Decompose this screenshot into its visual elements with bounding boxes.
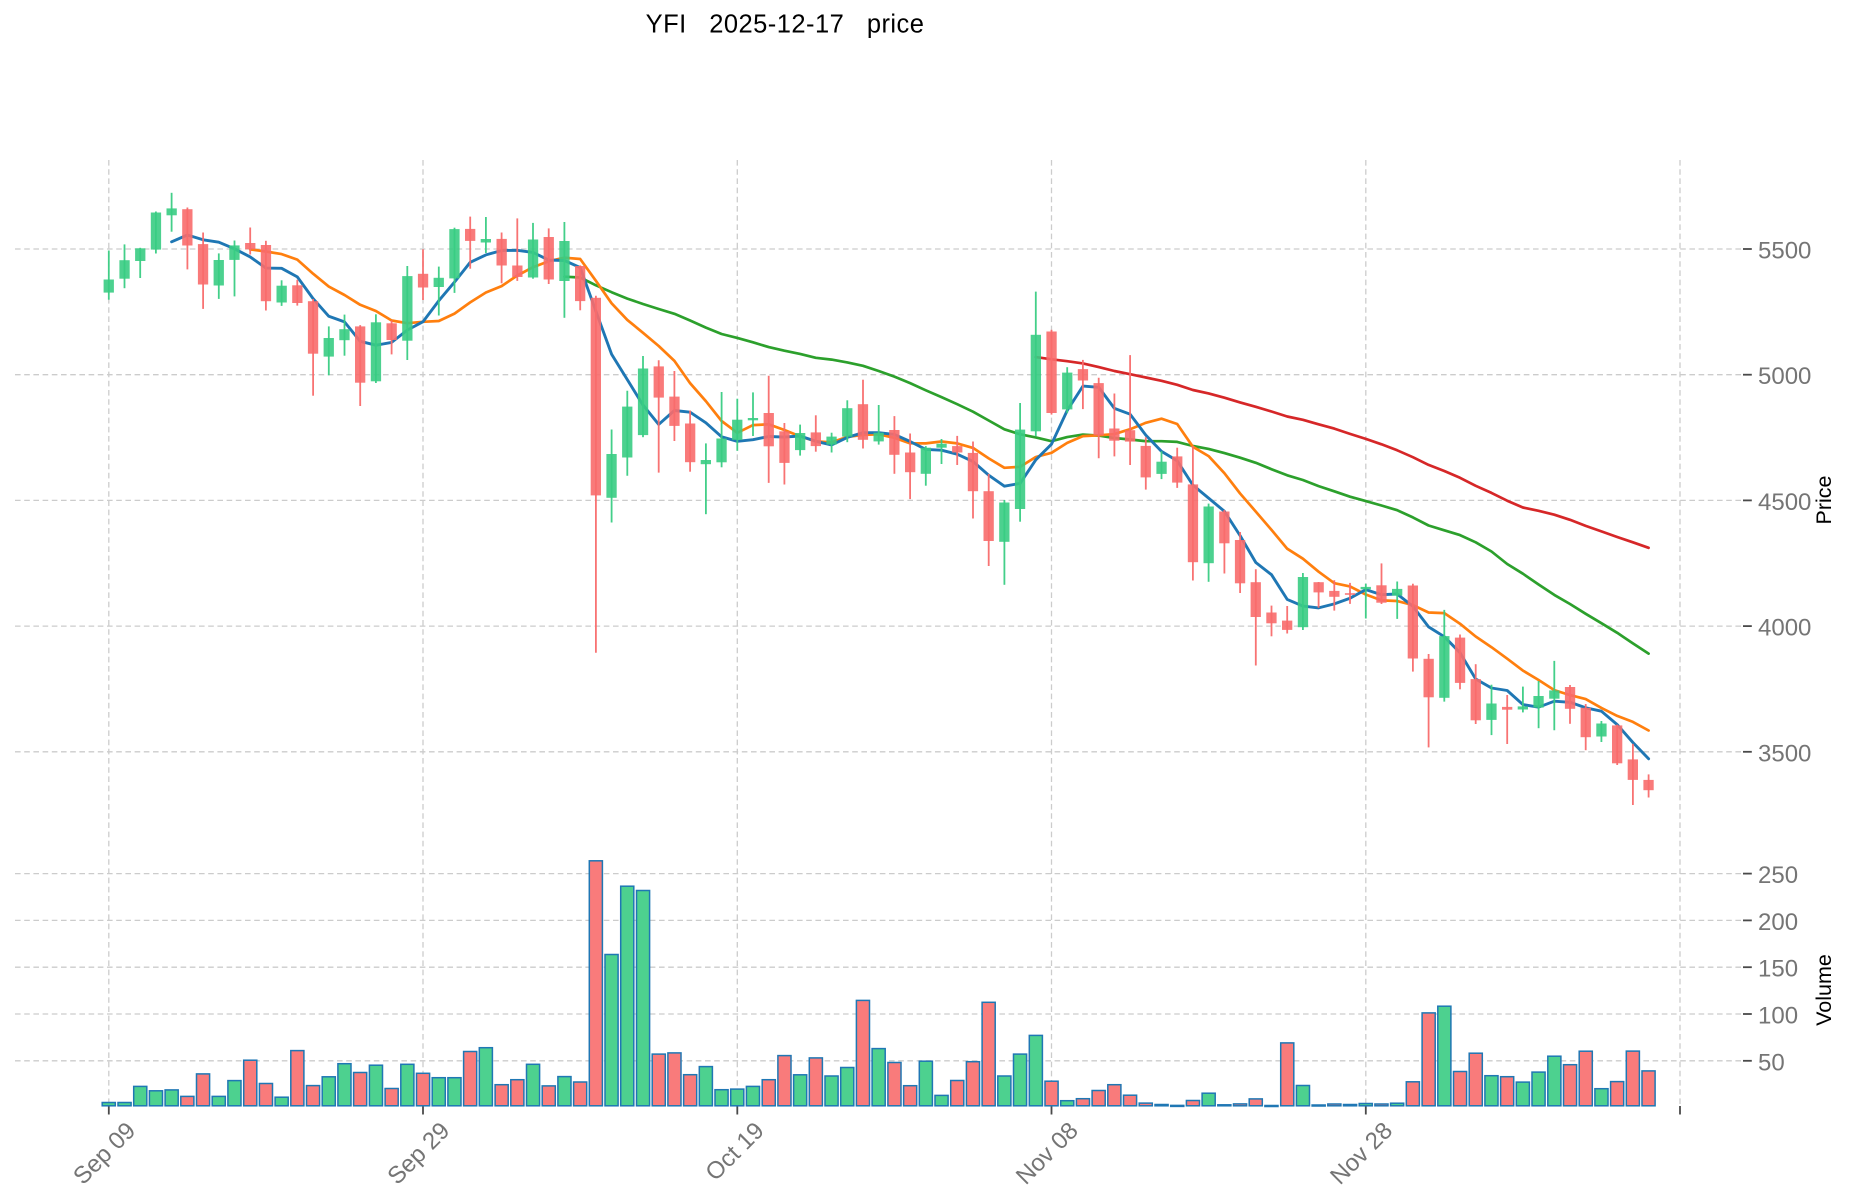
svg-text:5500: 5500 [1758,238,1811,265]
svg-text:4000: 4000 [1758,615,1811,642]
svg-text:250: 250 [1758,862,1798,889]
svg-text:100: 100 [1758,1003,1798,1030]
svg-text:Price: Price [1812,476,1836,525]
svg-text:50: 50 [1758,1049,1785,1076]
svg-text:200: 200 [1758,909,1798,936]
svg-text:4500: 4500 [1758,489,1811,516]
svg-text:Volume: Volume [1812,954,1836,1026]
svg-text:5000: 5000 [1758,363,1811,390]
svg-text:150: 150 [1758,956,1798,983]
svg-text:YFI 2025-12-17 price: YFI 2025-12-17 price [646,11,925,39]
svg-text:3500: 3500 [1758,740,1811,767]
